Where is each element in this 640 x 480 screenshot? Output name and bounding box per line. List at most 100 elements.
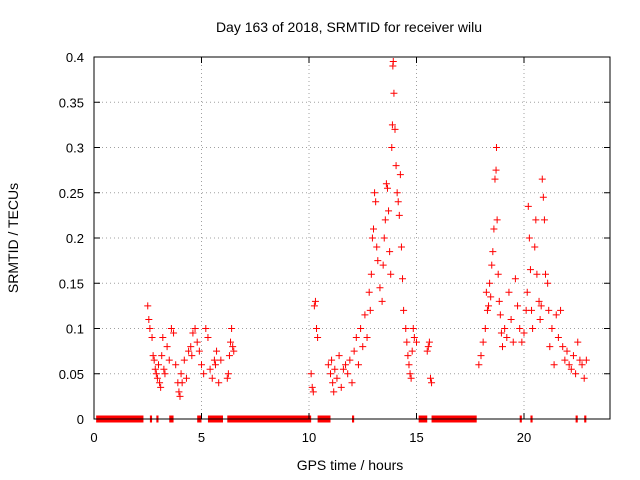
data-point [331,365,339,373]
data-point [185,347,193,355]
data-point [554,334,562,342]
data-point [193,338,201,346]
data-point [224,370,232,378]
data-point [524,202,532,210]
data-point [405,361,413,369]
data-point [520,329,528,337]
data-point [361,311,369,319]
data-point [481,325,489,332]
y-tick-label: 0.4 [66,50,84,65]
data-point [394,198,402,206]
data-point [407,374,415,382]
data-point [208,374,216,382]
data-point [187,343,195,351]
data-point [149,352,157,360]
data-point [365,288,373,296]
data-point [165,356,173,364]
data-point [409,325,417,332]
data-point [572,370,580,378]
x-axis-label: GPS time / hours [297,457,404,473]
data-point [223,374,231,382]
data-point [151,365,159,373]
data-point [494,270,502,278]
data-point [395,211,403,219]
data-point [582,356,590,364]
data-point [487,293,495,301]
data-point [390,89,398,97]
data-point [176,392,184,400]
data-point [425,338,433,346]
y-tick-label: 0.1 [66,322,84,337]
data-point [159,334,167,342]
data-point [175,388,183,396]
data-point [396,171,404,179]
data-point [177,370,185,378]
data-point [157,383,165,391]
data-point [479,338,487,346]
data-point [516,325,524,332]
data-point [344,370,352,378]
data-point [499,343,506,351]
data-point [211,361,219,369]
data-point [518,338,526,346]
chart-title: Day 163 of 2018, SRMTID for receiver wil… [216,19,482,35]
data-point [507,315,515,323]
data-point [532,216,540,224]
data-point [503,334,511,342]
data-point [346,356,354,364]
data-point [202,325,210,332]
data-point [198,361,205,369]
data-point [381,216,389,224]
data-point [538,175,546,183]
data-point [477,352,485,360]
data-point [413,338,420,346]
data-point [529,325,537,332]
data-point [371,189,379,197]
data-point [388,144,396,151]
data-point [210,356,218,364]
data-point [404,352,412,360]
data-point [366,306,374,314]
data-point [402,325,410,332]
data-point [492,144,500,151]
data-point [393,189,401,197]
data-point [552,311,560,319]
data-point [160,365,168,373]
data-point [357,325,365,332]
data-point [382,180,390,188]
data-point [363,334,371,342]
data-point [329,379,337,387]
data-point [339,365,347,373]
data-point [352,334,360,342]
data-point [348,379,356,387]
data-point [370,225,377,233]
data-point [397,243,405,251]
y-tick-label: 0.05 [59,367,84,382]
data-point [374,257,382,265]
data-point [155,361,162,369]
data-point [505,288,513,296]
x-tick-label: 20 [517,430,531,445]
data-point [574,338,582,346]
data-point [559,343,567,351]
data-point [488,261,496,269]
data-point [379,261,387,269]
axis-ticks [93,56,610,420]
data-point [403,338,411,346]
data-point [146,325,154,332]
data-point [511,275,519,283]
data-point [563,347,571,355]
x-tick-labels: 0 5 10 15 20 [90,430,531,445]
data-point [188,352,196,360]
y-tick-label: 0.2 [66,231,84,246]
data-point [406,370,414,378]
data-point [182,374,190,382]
data-point [156,379,164,387]
data-point [509,338,517,346]
data-point [373,243,381,251]
data-point [324,361,332,369]
data-point [330,388,338,396]
data-point [311,297,319,305]
data-point [310,302,318,310]
